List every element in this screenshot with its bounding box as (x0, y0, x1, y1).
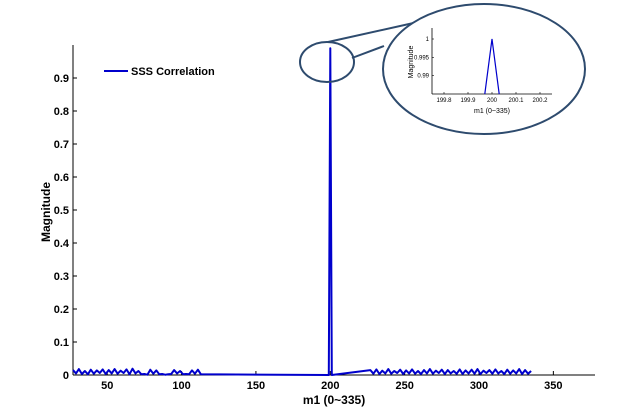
callout-line-top (327, 21, 419, 43)
x-tick-label: 150 (247, 380, 265, 392)
inset-y-axis-label: Magnitude (408, 46, 415, 79)
y-tick-label: 0.9 (54, 73, 69, 85)
x-tick-label: 50 (101, 380, 113, 392)
y-tick-labels: 0 0.1 0.2 0.3 0.4 0.5 0.6 0.7 0.8 0.9 (54, 73, 77, 382)
x-tick-label: 200.1 (508, 98, 524, 104)
x-tick-label: 199.9 (460, 98, 476, 104)
y-tick-label: 0.4 (54, 238, 70, 250)
x-tick-label: 200 (321, 380, 339, 392)
y-tick-label: 1 (426, 37, 430, 43)
y-tick-label: 0.6 (54, 172, 69, 184)
x-axis-label: m1 (0~335) (303, 393, 365, 407)
x-tick-label: 350 (544, 380, 562, 392)
callout-line-bottom (351, 45, 385, 59)
zoom-source-ellipse (299, 41, 355, 83)
legend-label: SSS Correlation (131, 66, 215, 78)
y-tick-label: 0.7 (54, 139, 69, 151)
y-tick-label: 0.1 (54, 337, 69, 349)
y-tick-label: 0.8 (54, 106, 69, 118)
sss-correlation-line (72, 47, 532, 376)
x-tick-label: 200 (487, 98, 498, 104)
y-tick-label: 0.2 (54, 304, 69, 316)
x-tick-label: 199.8 (436, 98, 452, 104)
y-tick-label: 0.99 (417, 74, 429, 80)
x-tick-label: 100 (172, 380, 190, 392)
x-tick-label: 200.2 (532, 98, 548, 104)
x-tick-label: 250 (395, 380, 413, 392)
x-tick-labels: 50 100 150 200 250 300 350 (101, 371, 563, 392)
inset-x-tick-labels: 199.8 199.9 200 200.1 200.2 (436, 92, 548, 104)
inset-y-tick-labels: 0.99 0.995 1 (414, 37, 434, 80)
zoom-inset-ellipse (382, 3, 586, 135)
y-axis-label: Magnitude (39, 182, 53, 242)
y-tick-label: 0.995 (414, 55, 430, 61)
y-tick-label: 0.3 (54, 271, 69, 283)
inset-x-axis-label: m1 (0~335) (474, 108, 510, 115)
y-tick-label: 0.5 (54, 205, 69, 217)
y-tick-label: 0 (63, 370, 69, 382)
inset-peak-line (484, 38, 500, 95)
x-tick-label: 300 (470, 380, 488, 392)
